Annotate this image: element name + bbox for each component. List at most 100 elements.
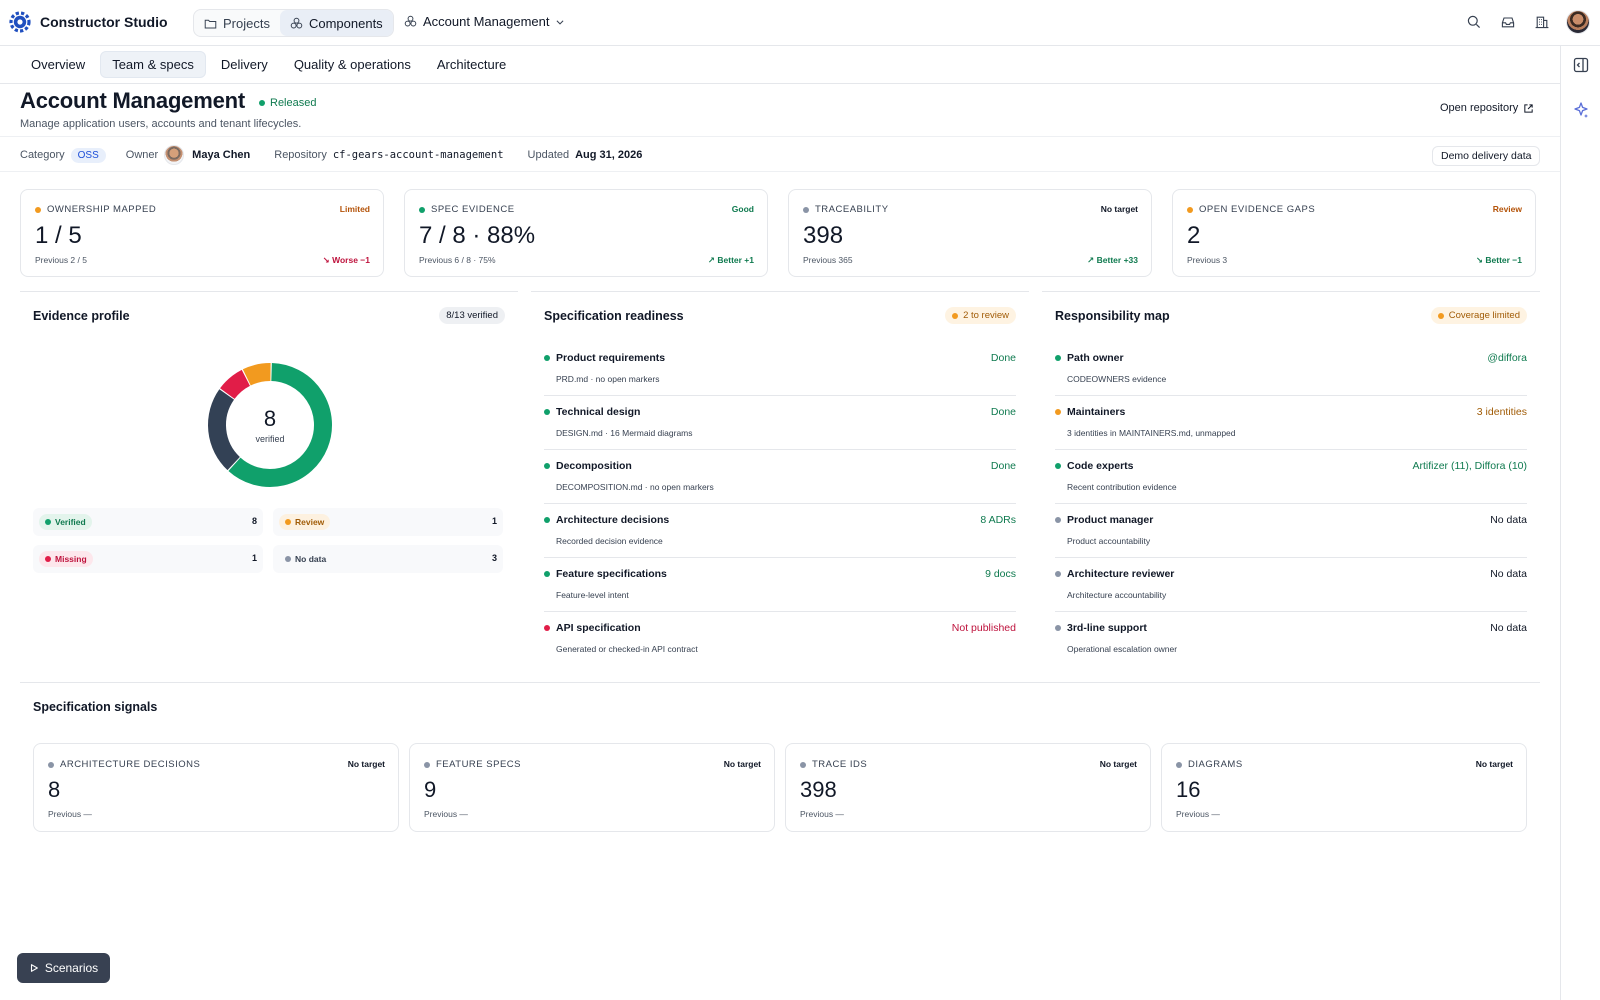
list-item[interactable]: Architecture decisions Recorded decision … xyxy=(544,504,1016,558)
brand[interactable]: Constructor Studio xyxy=(8,10,168,34)
tab-overview[interactable]: Overview xyxy=(31,57,86,72)
item-title: Product manager xyxy=(1055,514,1153,526)
tab-delivery[interactable]: Delivery xyxy=(220,57,268,72)
donut-center: 8 verified xyxy=(206,361,334,489)
legend-count: 8 xyxy=(251,516,257,526)
signal-card-trace-ids[interactable]: TRACE IDS No target 398 Previous — xyxy=(785,743,1151,832)
item-title-text: Path owner xyxy=(1067,352,1124,364)
open-repository-label: Open repository xyxy=(1440,102,1519,114)
evidence-profile-panel: Evidence profile 8/13 verified 8 verifie… xyxy=(20,291,518,681)
tab-team-specs[interactable]: Team & specs xyxy=(100,51,206,78)
status-dot xyxy=(544,517,550,523)
list-item[interactable]: Technical design DESIGN.md · 16 Mermaid d… xyxy=(544,396,1016,450)
item-subtitle: Recent contribution evidence xyxy=(1067,482,1177,492)
signal-label-text: TRACE IDS xyxy=(812,759,868,770)
legend-missing[interactable]: Missing 1 xyxy=(33,545,263,573)
list-item[interactable]: Product requirements PRD.md · no open mar… xyxy=(544,342,1016,396)
list-item[interactable]: 3rd-line support Operational escalation o… xyxy=(1055,612,1527,666)
owner-avatar xyxy=(164,145,185,165)
status-dot xyxy=(1055,355,1061,361)
category-label: Category xyxy=(20,149,65,161)
external-link-icon xyxy=(1524,103,1533,113)
signal-card-feature-specs[interactable]: FEATURE SPECS No target 9 Previous — xyxy=(409,743,775,832)
donut-slice-missing[interactable] xyxy=(220,369,251,400)
component-breadcrumb[interactable]: Account Management xyxy=(404,14,565,29)
building-icon[interactable] xyxy=(1532,12,1552,32)
item-value: Done xyxy=(990,406,1016,418)
readiness-list: Product requirements PRD.md · no open mar… xyxy=(544,342,1016,666)
status-dot xyxy=(800,761,806,768)
signal-previous: Previous — xyxy=(424,809,468,819)
item-title: 3rd-line support xyxy=(1055,622,1147,634)
list-item[interactable]: Path owner CODEOWNERS evidence @diffora xyxy=(1055,342,1527,396)
tab-architecture[interactable]: Architecture xyxy=(436,57,507,72)
donut-slice-nodata[interactable] xyxy=(208,389,241,471)
open-repository-link[interactable]: Open repository xyxy=(1440,102,1534,114)
sparkle-icon[interactable] xyxy=(1572,101,1590,119)
kpi-delta: ↗ Better +33 xyxy=(1087,255,1138,265)
list-item[interactable]: API specification Generated or checked-in… xyxy=(544,612,1016,666)
list-item[interactable]: Architecture reviewer Architecture accoun… xyxy=(1055,558,1527,612)
signal-value: 16 xyxy=(1176,777,1201,802)
kpi-label: OWNERSHIP MAPPED xyxy=(35,204,156,215)
kpi-status: Good xyxy=(731,204,754,214)
demo-delivery-data-button[interactable]: Demo delivery data xyxy=(1432,146,1541,166)
list-item[interactable]: Product manager Product accountability No … xyxy=(1055,504,1527,558)
item-subtitle: CODEOWNERS evidence xyxy=(1067,374,1167,384)
kpi-card-spec-evidence[interactable]: SPEC EVIDENCE Good 7 / 8 · 88% Previous … xyxy=(404,189,768,277)
components-button[interactable]: Components xyxy=(279,10,393,36)
search-icon[interactable] xyxy=(1464,12,1484,32)
kpi-delta: ↘ Worse −1 xyxy=(322,255,370,265)
signal-card-architecture-decisions[interactable]: ARCHITECTURE DECISIONS No target 8 Previ… xyxy=(33,743,399,832)
legend-dot xyxy=(285,556,291,562)
page-subtitle: Manage application users, accounts and t… xyxy=(20,118,302,130)
kpi-card-traceability[interactable]: TRACEABILITY No target 398 Previous 365 … xyxy=(788,189,1152,277)
legend-chip: Review xyxy=(279,514,331,530)
kpi-label-text: TRACEABILITY xyxy=(815,204,889,215)
kpi-card-open-gaps[interactable]: OPEN EVIDENCE GAPS Review 2 Previous 3 ↘… xyxy=(1172,189,1536,277)
kpi-status: Review xyxy=(1492,204,1522,214)
signal-value: 398 xyxy=(800,777,837,802)
kpi-value: 1 / 5 xyxy=(35,222,82,249)
projects-button[interactable]: Projects xyxy=(194,10,280,36)
kpi-status: Limited xyxy=(339,204,370,214)
badge-label: 2 to review xyxy=(963,310,1009,321)
breadcrumb-label: Account Management xyxy=(423,14,550,29)
status-dot xyxy=(419,206,425,213)
item-title: Decomposition xyxy=(544,460,632,472)
legend-verified[interactable]: Verified 8 xyxy=(33,508,263,536)
status-badge: Released xyxy=(259,97,316,109)
status-dot xyxy=(544,355,550,361)
signal-card-diagrams[interactable]: DIAGRAMS No target 16 Previous — xyxy=(1161,743,1527,832)
panel-toggle-icon[interactable] xyxy=(1572,56,1590,74)
kpi-label-text: OPEN EVIDENCE GAPS xyxy=(1199,204,1316,215)
list-item[interactable]: Code experts Recent contribution evidence… xyxy=(1055,450,1527,504)
item-title: Technical design xyxy=(544,406,640,418)
item-title-text: Architecture decisions xyxy=(556,514,670,526)
item-subtitle: Generated or checked-in API contract xyxy=(556,644,698,654)
tab-quality-operations[interactable]: Quality & operations xyxy=(293,57,411,72)
list-item[interactable]: Feature specifications Feature-level inte… xyxy=(544,558,1016,612)
item-title: API specification xyxy=(544,622,641,634)
kpi-card-ownership[interactable]: OWNERSHIP MAPPED Limited 1 / 5 Previous … xyxy=(20,189,384,277)
meta-row: Category OSS Owner Maya Chen Repository … xyxy=(20,145,666,165)
legend-count: 1 xyxy=(251,553,257,563)
item-value: No data xyxy=(1490,514,1527,526)
user-avatar[interactable] xyxy=(1566,10,1590,34)
item-subtitle: Architecture accountability xyxy=(1067,590,1167,600)
item-value: 9 docs xyxy=(985,568,1016,580)
item-title-text: Maintainers xyxy=(1067,406,1126,418)
signal-previous: Previous — xyxy=(48,809,92,819)
inbox-icon[interactable] xyxy=(1498,12,1518,32)
list-item[interactable]: Decomposition DECOMPOSITION.md · no open … xyxy=(544,450,1016,504)
owner-name[interactable]: Maya Chen xyxy=(192,149,251,161)
legend-no-data[interactable]: No data 3 xyxy=(273,545,503,573)
legend-review[interactable]: Review 1 xyxy=(273,508,503,536)
donut-slice-review[interactable] xyxy=(242,363,271,386)
item-title-text: Product manager xyxy=(1067,514,1154,526)
legend-label: Review xyxy=(295,517,325,527)
scenarios-button[interactable]: Scenarios xyxy=(17,953,110,983)
signal-label: FEATURE SPECS xyxy=(424,759,521,770)
donut-slice-verified[interactable] xyxy=(228,363,332,487)
list-item[interactable]: Maintainers 3 identities in MAINTAINERS.m… xyxy=(1055,396,1527,450)
